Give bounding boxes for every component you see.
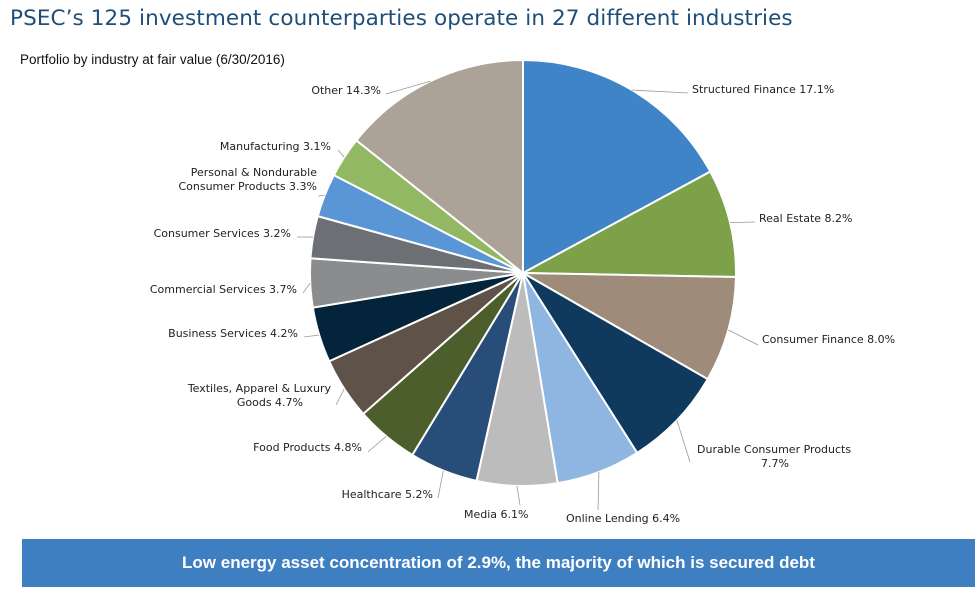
label-structured-finance: Structured Finance 17.1% bbox=[692, 83, 834, 96]
leader-line-other bbox=[385, 80, 431, 95]
label-healthcare: Healthcare 5.2% bbox=[342, 488, 433, 501]
leader-line-structured-finance bbox=[631, 89, 689, 94]
slice-real-estate bbox=[519, 170, 737, 279]
leader-line-healthcare bbox=[437, 470, 444, 499]
slice-durable-consumer-products bbox=[522, 272, 710, 455]
leader-line-business-services bbox=[303, 334, 320, 338]
label-business-services: Business Services 4.2% bbox=[168, 327, 298, 340]
leader-line-real-estate bbox=[729, 221, 756, 224]
leader-line-personal-nondurable-consumer-products bbox=[317, 194, 325, 197]
leader-line-consumer-finance bbox=[728, 329, 759, 346]
slice-consumer-finance bbox=[522, 272, 737, 381]
label-media: Media 6.1% bbox=[464, 508, 528, 521]
label-textiles-apparel-luxury-goods: Textiles, Apparel & Luxury Goods 4.7% bbox=[187, 382, 332, 409]
leader-line-durable-consumer-products bbox=[676, 420, 691, 463]
label-commercial-services: Commercial Services 3.7% bbox=[150, 283, 297, 296]
label-food-products: Food Products 4.8% bbox=[253, 441, 362, 454]
slice-structured-finance bbox=[522, 58, 712, 275]
slice-other bbox=[354, 58, 524, 276]
label-real-estate: Real Estate 8.2% bbox=[759, 212, 852, 225]
label-consumer-services: Consumer Services 3.2% bbox=[154, 227, 291, 240]
label-consumer-finance: Consumer Finance 8.0% bbox=[762, 333, 895, 346]
label-durable-consumer-products: Durable Consumer Products 7.7% bbox=[697, 443, 851, 470]
leader-line-food-products bbox=[367, 435, 387, 453]
energy-concentration-banner: Low energy asset concentration of 2.9%, … bbox=[22, 539, 975, 587]
leader-line-manufacturing bbox=[337, 149, 345, 158]
chart-subtitle: Portfolio by industry at fair value (6/3… bbox=[20, 52, 285, 67]
label-manufacturing: Manufacturing 3.1% bbox=[220, 140, 331, 153]
label-personal-nondurable-consumer-products: Personal & Nondurable Consumer Products 3… bbox=[178, 166, 317, 193]
leader-line-commercial-services bbox=[302, 282, 311, 294]
chart-title: PSEC’s 125 investment counterparties ope… bbox=[10, 6, 793, 31]
leader-line-online-lending bbox=[597, 472, 600, 511]
label-online-lending: Online Lending 6.4% bbox=[566, 512, 680, 525]
leader-line-textiles-apparel-luxury-goods bbox=[335, 388, 345, 406]
label-other: Other 14.3% bbox=[311, 84, 381, 97]
leader-line-media bbox=[516, 485, 521, 506]
